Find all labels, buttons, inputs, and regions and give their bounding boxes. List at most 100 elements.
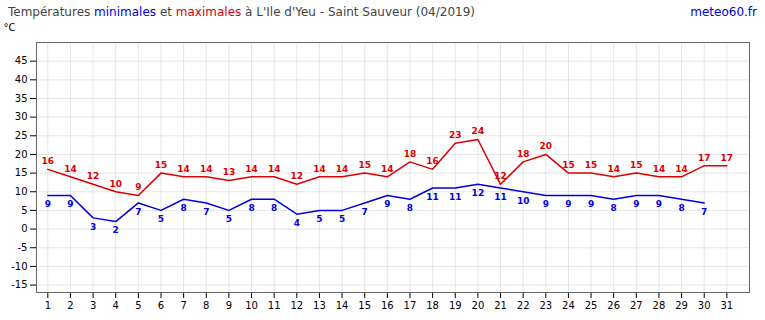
- svg-text:14: 14: [653, 164, 666, 174]
- svg-text:24: 24: [562, 300, 575, 311]
- svg-text:9: 9: [384, 199, 390, 209]
- svg-text:20: 20: [15, 149, 28, 160]
- svg-text:10: 10: [245, 300, 258, 311]
- svg-text:6: 6: [158, 300, 164, 311]
- svg-text:10: 10: [517, 196, 530, 206]
- svg-text:18: 18: [517, 149, 530, 159]
- svg-text:15: 15: [155, 160, 168, 170]
- svg-text:16: 16: [426, 156, 439, 166]
- svg-text:9: 9: [45, 199, 51, 209]
- svg-text:20: 20: [472, 300, 485, 311]
- svg-text:23: 23: [539, 300, 552, 311]
- svg-text:13: 13: [223, 167, 236, 177]
- svg-text:5: 5: [316, 214, 322, 224]
- svg-text:12: 12: [87, 171, 100, 181]
- svg-text:5: 5: [21, 205, 27, 216]
- svg-text:16: 16: [42, 156, 55, 166]
- svg-text:8: 8: [271, 203, 277, 213]
- svg-text:9: 9: [656, 199, 662, 209]
- svg-text:14: 14: [607, 164, 620, 174]
- svg-text:18: 18: [404, 149, 417, 159]
- svg-text:7: 7: [203, 207, 209, 217]
- svg-text:9: 9: [543, 199, 549, 209]
- svg-text:3: 3: [90, 300, 96, 311]
- svg-text:11: 11: [494, 192, 507, 202]
- svg-text:11: 11: [449, 192, 462, 202]
- svg-text:20: 20: [540, 141, 553, 151]
- svg-text:25: 25: [15, 130, 28, 141]
- svg-text:14: 14: [200, 164, 213, 174]
- svg-text:-15: -15: [11, 279, 27, 290]
- svg-text:10: 10: [109, 179, 122, 189]
- svg-text:9: 9: [565, 199, 571, 209]
- svg-text:9: 9: [588, 199, 594, 209]
- svg-text:15: 15: [358, 160, 371, 170]
- svg-text:15: 15: [358, 300, 371, 311]
- svg-text:9: 9: [226, 300, 232, 311]
- svg-text:45: 45: [15, 55, 28, 66]
- svg-text:3: 3: [90, 222, 96, 232]
- svg-text:5: 5: [226, 214, 232, 224]
- svg-text:8: 8: [611, 203, 617, 213]
- svg-text:25: 25: [585, 300, 598, 311]
- svg-text:11: 11: [426, 192, 439, 202]
- svg-text:16: 16: [381, 300, 394, 311]
- svg-text:17: 17: [404, 300, 417, 311]
- svg-text:12: 12: [290, 300, 303, 311]
- svg-text:30: 30: [698, 300, 711, 311]
- svg-text:14: 14: [268, 164, 281, 174]
- svg-text:15: 15: [562, 160, 575, 170]
- svg-text:7: 7: [701, 207, 707, 217]
- svg-text:8: 8: [180, 203, 186, 213]
- svg-text:22: 22: [517, 300, 530, 311]
- svg-text:15: 15: [15, 167, 28, 178]
- svg-text:12: 12: [472, 188, 485, 198]
- svg-text:14: 14: [177, 164, 190, 174]
- svg-text:30: 30: [15, 111, 28, 122]
- svg-text:26: 26: [607, 300, 620, 311]
- svg-text:14: 14: [675, 164, 688, 174]
- svg-text:8: 8: [203, 300, 209, 311]
- svg-text:-10: -10: [11, 261, 27, 272]
- svg-text:17: 17: [721, 153, 734, 163]
- svg-text:14: 14: [64, 164, 77, 174]
- svg-text:5: 5: [339, 214, 345, 224]
- svg-text:17: 17: [698, 153, 711, 163]
- svg-text:18: 18: [426, 300, 439, 311]
- svg-text:12: 12: [494, 171, 507, 181]
- svg-text:7: 7: [362, 207, 368, 217]
- svg-text:40: 40: [15, 74, 28, 85]
- svg-text:2: 2: [113, 225, 119, 235]
- svg-text:°C: °C: [4, 22, 16, 33]
- svg-text:21: 21: [494, 300, 507, 311]
- svg-text:7: 7: [180, 300, 186, 311]
- svg-text:15: 15: [630, 160, 643, 170]
- svg-text:11: 11: [268, 300, 281, 311]
- svg-text:9: 9: [135, 182, 141, 192]
- svg-text:28: 28: [653, 300, 666, 311]
- svg-text:12: 12: [291, 171, 304, 181]
- svg-text:15: 15: [585, 160, 598, 170]
- svg-text:8: 8: [407, 203, 413, 213]
- svg-text:9: 9: [633, 199, 639, 209]
- svg-text:5: 5: [135, 300, 141, 311]
- svg-text:24: 24: [472, 126, 485, 136]
- svg-text:-5: -5: [18, 242, 28, 253]
- svg-text:9: 9: [67, 199, 73, 209]
- svg-text:14: 14: [336, 300, 349, 311]
- svg-text:8: 8: [248, 203, 254, 213]
- svg-text:23: 23: [449, 130, 462, 140]
- svg-text:27: 27: [630, 300, 643, 311]
- svg-text:35: 35: [15, 93, 28, 104]
- svg-text:0: 0: [21, 223, 27, 234]
- svg-text:19: 19: [449, 300, 462, 311]
- svg-text:10: 10: [15, 186, 28, 197]
- svg-text:5: 5: [158, 214, 164, 224]
- svg-text:31: 31: [720, 300, 733, 311]
- svg-text:14: 14: [381, 164, 394, 174]
- svg-text:29: 29: [675, 300, 688, 311]
- svg-text:13: 13: [313, 300, 326, 311]
- svg-text:4: 4: [113, 300, 119, 311]
- svg-text:14: 14: [245, 164, 258, 174]
- svg-text:14: 14: [313, 164, 326, 174]
